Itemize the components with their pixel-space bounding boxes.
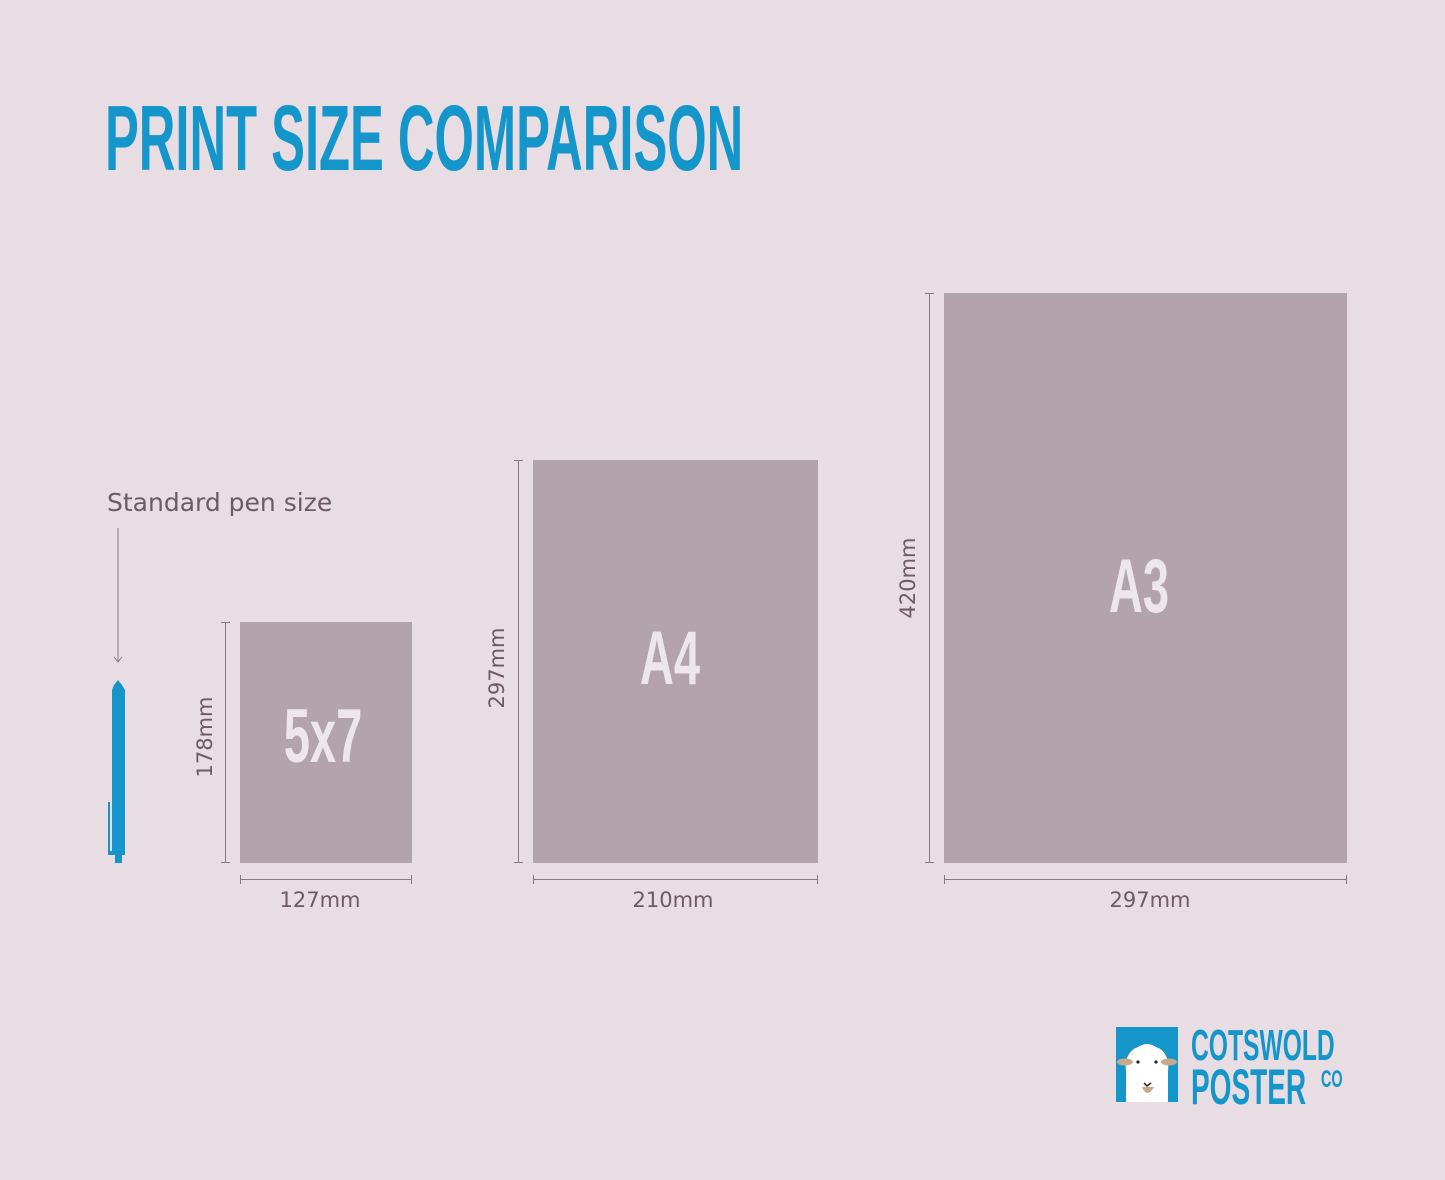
page-title: PRINT SIZE COMPARISON xyxy=(105,86,744,190)
height-label-a4: 297mm xyxy=(485,627,509,709)
width-label-a3: 297mm xyxy=(1109,888,1191,912)
height-label-a3: 420mm xyxy=(896,537,920,619)
height-dimension-5x7 xyxy=(221,622,230,863)
logo-line1: COTSWOLD xyxy=(1191,1021,1335,1070)
sheep-logo-icon xyxy=(1116,1027,1178,1102)
width-label-5x7: 127mm xyxy=(279,888,361,912)
print-a3-label: A3 xyxy=(1108,544,1170,629)
print-5x7 xyxy=(240,622,412,863)
height-dimension-a4 xyxy=(514,460,523,863)
width-dimension-a4 xyxy=(533,875,818,884)
logo-suffix: CO xyxy=(1321,1066,1343,1093)
width-label-a4: 210mm xyxy=(632,888,714,912)
print-a4 xyxy=(533,460,818,863)
arrow-down-icon xyxy=(113,528,123,663)
print-a4-label: A4 xyxy=(639,616,701,701)
width-dimension-5x7 xyxy=(240,875,412,884)
print-5x7-label: 5x7 xyxy=(283,694,363,779)
pen-arrow-and-pen xyxy=(108,528,125,863)
print-a3 xyxy=(944,293,1347,863)
height-label-5x7: 178mm xyxy=(193,696,217,778)
pen-icon xyxy=(108,680,125,863)
width-dimension-a3 xyxy=(944,875,1347,884)
pen-label: Standard pen size xyxy=(107,488,333,517)
logo-line2: POSTER xyxy=(1191,1059,1307,1115)
height-dimension-a3 xyxy=(925,293,934,863)
